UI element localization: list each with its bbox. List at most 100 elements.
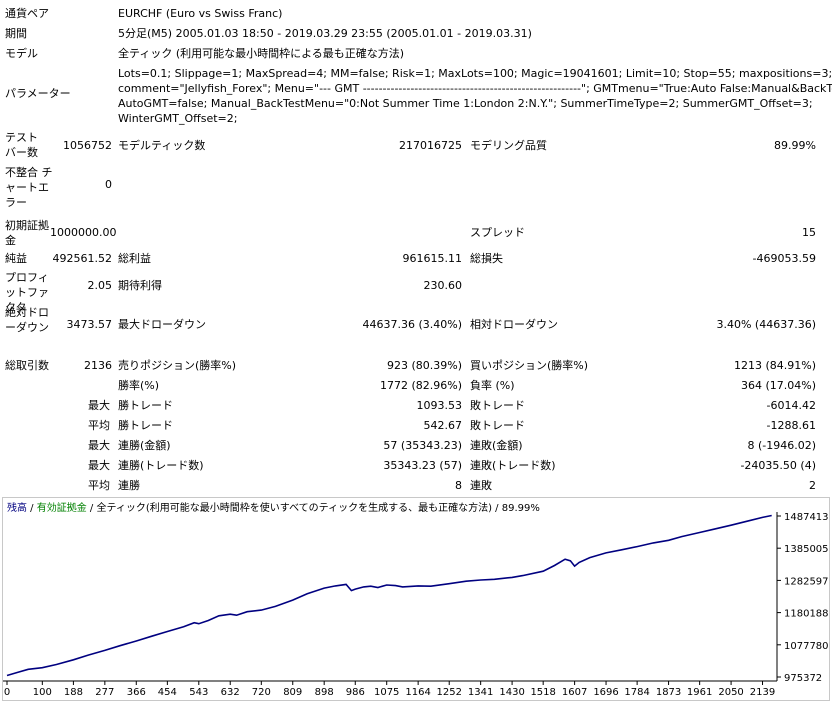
x-tick-label: 986 xyxy=(346,687,365,698)
x-tick-label: 1873 xyxy=(656,687,681,698)
y-tick-label: 1180188 xyxy=(784,609,829,620)
y-tick-label: 1385005 xyxy=(784,544,829,555)
legend-sep: / xyxy=(491,503,502,514)
bars-label: テスト バー数 xyxy=(5,131,38,159)
consec-loss-amt-value: 8 (-1946.02) xyxy=(747,439,816,452)
long-pos-value: 1213 (84.91%) xyxy=(733,359,816,372)
x-tick-label: 1518 xyxy=(530,687,555,698)
x-tick-label: 454 xyxy=(158,687,177,698)
long-pos-label: 買いポジション(勝率%) xyxy=(470,359,589,372)
x-tick-label: 1164 xyxy=(405,687,430,698)
x-tick-label: 1784 xyxy=(624,687,649,698)
max-win-label: 勝トレード xyxy=(118,399,173,412)
abs-dd-value: 3473.57 xyxy=(66,318,113,331)
x-tick-label: 1430 xyxy=(499,687,524,698)
avg-consec-loss-value: 2 xyxy=(809,479,816,492)
x-tick-label: 1252 xyxy=(436,687,461,698)
balance-chart: 残高 / 有効証拠金 / 全ティック(利用可能な最小時間枠を使いすべてのティック… xyxy=(2,497,830,701)
max-row-label: 最大 xyxy=(88,439,110,452)
legend-equity: 有効証拠金 xyxy=(36,503,87,514)
params-line: comment="Jellyfish_Forex"; Menu="--- GMT… xyxy=(118,82,832,95)
avg-win-label: 勝トレード xyxy=(118,419,173,432)
avg-consec-win-value: 8 xyxy=(455,479,462,492)
mismatch-value: 0 xyxy=(105,178,112,191)
avg-loss-value: -1288.61 xyxy=(766,419,816,432)
expected-label: 期待利得 xyxy=(118,279,162,292)
bars-value: 1056752 xyxy=(63,139,112,152)
total-trades-value: 2136 xyxy=(84,359,112,372)
params-label: パラメーター xyxy=(5,87,71,100)
max-dd-label: 最大ドローダウン xyxy=(118,318,206,331)
loss-pct-label: 負率 (%) xyxy=(470,379,515,392)
avg-consec-win-label: 連勝 xyxy=(118,479,140,492)
symbol-label: 通貨ペア xyxy=(5,7,49,20)
avg-row-label: 平均 xyxy=(88,419,110,432)
x-tick-label: 898 xyxy=(315,687,334,698)
chart-svg: 975372 1077780 1180188 1282597 1385005 148741… xyxy=(3,512,829,698)
x-tick-label: 1341 xyxy=(468,687,493,698)
y-tick-label: 1077780 xyxy=(784,641,829,652)
period-label: 期間 xyxy=(5,27,27,40)
x-tick-label: 2139 xyxy=(750,687,775,698)
spread-value: 15 xyxy=(802,226,816,239)
x-tick-label: 1696 xyxy=(593,687,618,698)
x-tick-label: 543 xyxy=(189,687,208,698)
quality-label: モデリング品質 xyxy=(470,139,547,152)
expected-value: 230.60 xyxy=(423,279,463,292)
x-tick-label: 366 xyxy=(127,687,146,698)
profit-factor-value: 2.05 xyxy=(87,279,113,292)
y-tick-label: 1282597 xyxy=(784,576,829,587)
x-tick-label: 809 xyxy=(283,687,302,698)
x-tick-label: 1961 xyxy=(687,687,712,698)
params-line: WinterGMT_Offset=2; xyxy=(118,112,238,125)
legend-balance: 残高 xyxy=(7,503,27,514)
win-pct-label: 勝率(%) xyxy=(118,379,160,392)
chart-legend: 残高 / 有効証拠金 / 全ティック(利用可能な最小時間枠を使いすべてのティック… xyxy=(7,501,540,516)
model-label: モデル xyxy=(5,47,38,60)
x-tick-label: 2050 xyxy=(718,687,743,698)
balance-line xyxy=(6,514,772,677)
consec-win-amt-value: 57 (35343.23) xyxy=(383,439,462,452)
quality-value: 89.99% xyxy=(774,139,816,152)
avg-row-label: 平均 xyxy=(88,479,110,492)
deposit-value: 1000000.00 xyxy=(50,226,117,239)
symbol-value: EURCHF (Euro vs Swiss Franc) xyxy=(118,7,283,20)
params-line: Lots=0.1; Slippage=1; MaxSpread=4; MM=fa… xyxy=(118,67,832,80)
y-tick-label: 1487413 xyxy=(784,512,829,523)
gross-profit-label: 総利益 xyxy=(118,252,151,265)
x-tick-label: 1607 xyxy=(562,687,587,698)
x-tick-label: 720 xyxy=(252,687,271,698)
net-profit-value: 492561.52 xyxy=(52,252,113,265)
model-value: 全ティック (利用可能な最小時間枠による最も正確な方法) xyxy=(118,47,405,60)
consec-loss-amt-label: 連敗(金額) xyxy=(470,439,523,452)
x-tick-label: 632 xyxy=(221,687,240,698)
legend-model: 全ティック(利用可能な最小時間枠を使いすべてのティックを生成する、最も正確な方法… xyxy=(96,503,492,514)
legend-sep: / xyxy=(27,503,37,514)
spread-label: スプレッド xyxy=(470,226,525,239)
max-win-value: 1093.53 xyxy=(416,399,463,412)
x-tick-label: 100 xyxy=(33,687,52,698)
rel-dd-value: 3.40% (44637.36) xyxy=(716,318,816,331)
net-profit-label: 純益 xyxy=(5,252,27,265)
loss-pct-value: 364 (17.04%) xyxy=(740,379,816,392)
max-dd-value: 44637.36 (3.40%) xyxy=(362,318,462,331)
x-tick-label: 188 xyxy=(64,687,83,698)
legend-sep: / xyxy=(86,503,97,514)
avg-consec-loss-label: 連敗 xyxy=(470,479,492,492)
avg-win-value: 542.67 xyxy=(423,419,463,432)
consec-loss-cnt-label: 連敗(トレード数) xyxy=(470,459,556,472)
legend-quality: 89.99% xyxy=(501,503,540,514)
y-tick-label: 975372 xyxy=(784,673,822,684)
mismatch-label: 不整合 チャートエラー xyxy=(5,166,53,209)
ticks-label: モデルティック数 xyxy=(118,139,206,152)
consec-win-amt-label: 連勝(金額) xyxy=(118,439,171,452)
params-line: AutoGMT=false; Manual_BackTestMenu="0:No… xyxy=(118,97,813,110)
abs-dd-label: 絶対ドローダウン xyxy=(5,306,49,334)
gross-loss-label: 総損失 xyxy=(470,252,503,265)
total-trades-label: 総取引数 xyxy=(5,359,49,372)
win-pct-value: 1772 (82.96%) xyxy=(379,379,462,392)
consec-loss-cnt-value: -24035.50 (4) xyxy=(740,459,816,472)
max-row-label: 最大 xyxy=(88,399,110,412)
gross-profit-value: 961615.11 xyxy=(402,252,463,265)
gross-loss-value: -469053.59 xyxy=(752,252,816,265)
